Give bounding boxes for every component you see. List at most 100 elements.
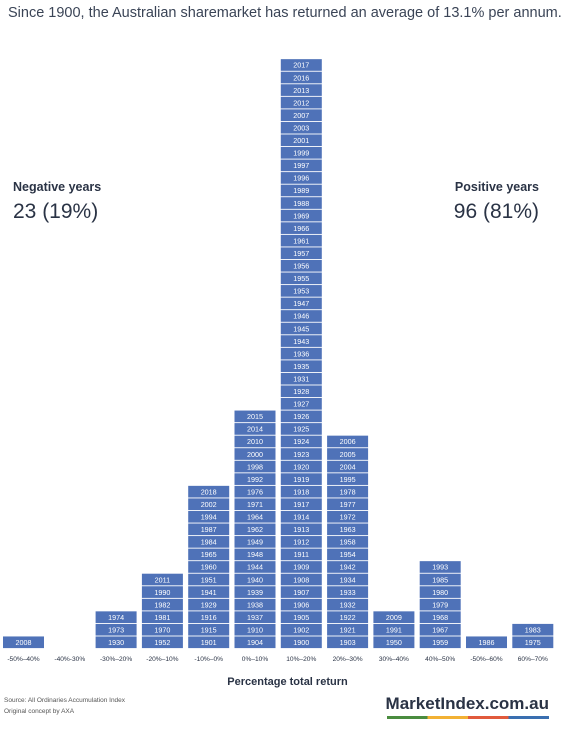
year-label: 1913 xyxy=(293,525,309,534)
x-tick-label: -40%-30% xyxy=(54,656,85,663)
year-label: 1950 xyxy=(386,638,402,647)
year-label: 2005 xyxy=(340,450,356,459)
year-cell xyxy=(327,485,369,498)
year-cell xyxy=(234,573,276,586)
year-cell xyxy=(280,510,322,523)
year-cell xyxy=(280,536,322,548)
year-label: 1955 xyxy=(293,274,309,283)
year-cell xyxy=(327,548,369,561)
year-cell xyxy=(280,335,322,347)
year-label: 2001 xyxy=(293,136,309,145)
source-note: Source: All Ordinaries Accumulation Inde… xyxy=(4,697,126,704)
x-tick-label: -20%–10% xyxy=(146,656,178,663)
year-label: 1976 xyxy=(247,487,263,496)
x-tick-label: 0%–10% xyxy=(242,656,269,663)
year-label: 1902 xyxy=(293,625,309,634)
year-label: 1928 xyxy=(293,387,309,396)
year-cell xyxy=(234,510,276,523)
year-cell xyxy=(280,423,322,435)
year-label: 2010 xyxy=(247,437,263,446)
year-label: 1941 xyxy=(201,588,217,597)
year-cell xyxy=(280,435,322,448)
year-cell xyxy=(327,636,369,649)
year-label: 1962 xyxy=(247,525,263,534)
year-label: 1963 xyxy=(340,525,356,534)
year-cell xyxy=(419,623,461,636)
year-cell xyxy=(280,322,322,335)
positive-years-label: Positive years xyxy=(454,180,539,194)
year-label: 1949 xyxy=(247,538,263,547)
year-label: 1932 xyxy=(340,600,356,609)
year-label: 1911 xyxy=(294,550,309,559)
year-cell xyxy=(373,623,415,636)
year-cell xyxy=(234,636,276,649)
year-label: 1934 xyxy=(340,575,356,584)
year-label: 1909 xyxy=(293,563,309,572)
year-cell xyxy=(188,498,230,511)
year-label: 1933 xyxy=(340,588,356,597)
year-cell xyxy=(373,636,415,649)
year-cell xyxy=(188,573,230,586)
year-label: 1920 xyxy=(293,462,309,471)
year-cell xyxy=(280,372,322,385)
year-label: 1951 xyxy=(201,575,217,584)
year-label: 1966 xyxy=(293,224,309,233)
year-cell xyxy=(280,59,322,71)
year-cell xyxy=(280,71,322,84)
year-cell xyxy=(280,109,322,121)
year-label: 2014 xyxy=(247,425,263,434)
year-cell xyxy=(280,96,322,109)
year-cell xyxy=(234,410,276,423)
year-cell xyxy=(280,611,322,623)
year-label: 1992 xyxy=(247,475,263,484)
year-label: 1973 xyxy=(108,625,124,634)
year-cell xyxy=(327,623,369,636)
year-cell xyxy=(280,410,322,423)
year-label: 1999 xyxy=(293,149,309,158)
year-cell xyxy=(280,385,322,398)
year-cell xyxy=(188,548,230,561)
year-label: 2003 xyxy=(293,123,309,132)
year-label: 1989 xyxy=(293,186,309,195)
year-cell xyxy=(234,586,276,598)
year-label: 2008 xyxy=(16,638,32,647)
positive-years-value: 96 (81%) xyxy=(453,200,539,223)
year-label: 1915 xyxy=(201,625,217,634)
year-cell xyxy=(280,586,322,598)
year-label: 1901 xyxy=(201,638,217,647)
year-cell xyxy=(188,611,230,623)
year-cell xyxy=(280,222,322,234)
year-label: 1961 xyxy=(293,236,309,245)
year-label: 1987 xyxy=(201,525,217,534)
year-cell xyxy=(141,573,183,586)
year-cell xyxy=(234,485,276,498)
year-cell xyxy=(280,159,322,172)
year-cell xyxy=(280,134,322,147)
year-cell xyxy=(327,435,369,448)
year-cell xyxy=(188,561,230,573)
year-cell xyxy=(188,510,230,523)
year-cell xyxy=(95,636,137,649)
year-label: 1930 xyxy=(108,638,124,647)
year-cell xyxy=(188,636,230,649)
year-label: 1988 xyxy=(293,199,309,208)
year-cell xyxy=(280,234,322,247)
year-cell xyxy=(141,598,183,611)
year-label: 1921 xyxy=(340,625,356,634)
year-label: 1922 xyxy=(340,613,356,622)
year-cell xyxy=(419,561,461,573)
year-label: 1904 xyxy=(247,638,263,647)
year-label: 2018 xyxy=(201,487,217,496)
year-label: 1942 xyxy=(340,563,356,572)
x-tick-label: -30%–20% xyxy=(100,656,132,663)
year-label: 1943 xyxy=(293,337,309,346)
year-cell xyxy=(419,636,461,649)
year-cell xyxy=(280,172,322,184)
year-label: 1918 xyxy=(293,487,309,496)
year-label: 1926 xyxy=(293,412,309,421)
year-cell xyxy=(327,611,369,623)
year-label: 1957 xyxy=(293,249,309,258)
x-tick-label: 60%–70% xyxy=(518,656,548,663)
year-cell xyxy=(280,259,322,272)
year-label: 1977 xyxy=(340,500,356,509)
